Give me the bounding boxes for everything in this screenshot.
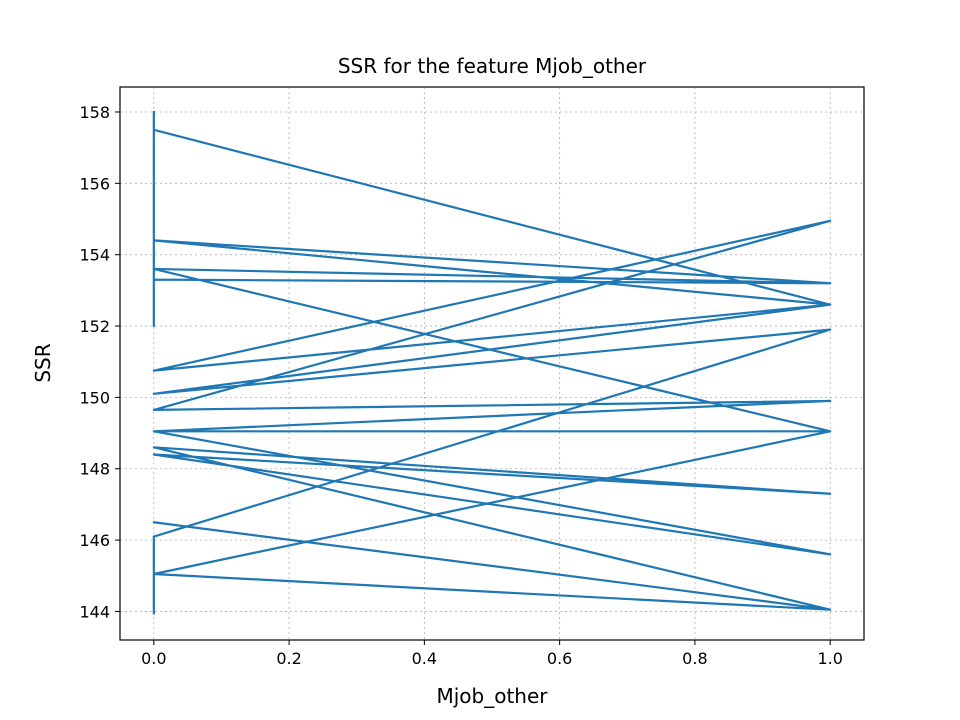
ticks: 0.0 0.2 0.4 0.6 0.8 1.0 144 146 148 150 152 154 156 1… [79,103,842,668]
x-tick-label: 1.0 [817,649,842,668]
x-tick-label: 0.6 [547,649,572,668]
y-axis-label: SSR [31,343,55,382]
series-line-0 [152,110,832,615]
y-tick-label: 148 [79,460,110,479]
x-tick-label: 0.0 [141,649,166,668]
x-tick-label: 0.2 [276,649,301,668]
chart-title: SSR for the feature Mjob_other [338,54,647,78]
series-layer [152,110,832,615]
x-tick-label: 0.4 [412,649,437,668]
y-tick-label: 158 [79,103,110,122]
y-tick-label: 144 [79,602,110,621]
x-axis-label: Mjob_other [436,684,548,708]
plot-frame [119,86,865,641]
x-tick-label: 0.8 [682,649,707,668]
y-tick-label: 156 [79,174,110,193]
y-tick-label: 154 [79,246,110,265]
y-tick-label: 150 [79,388,110,407]
y-tick-label: 152 [79,317,110,336]
y-tick-label: 146 [79,531,110,550]
